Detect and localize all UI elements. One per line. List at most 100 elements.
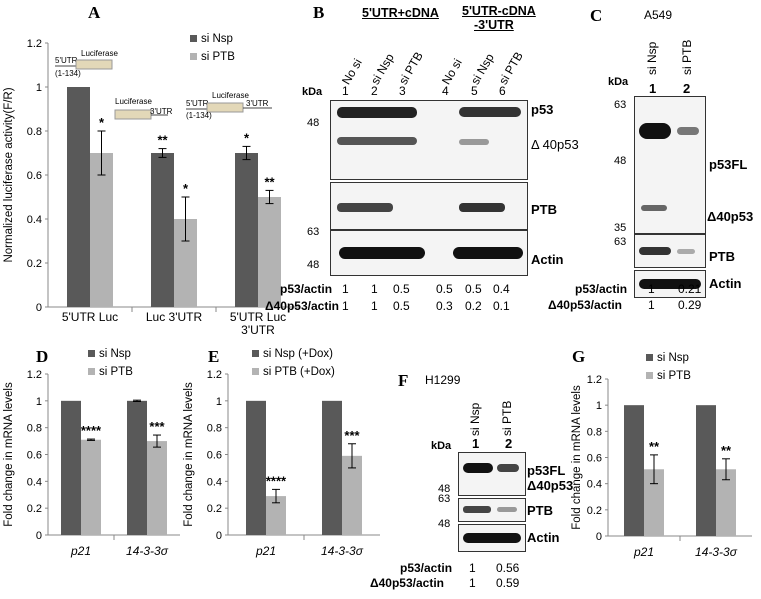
blot-c-q1-v2: 0.21 [678, 282, 702, 296]
blot-b-q1-value: 0.5 [393, 282, 410, 296]
blot-b-q2-value: 0.3 [436, 299, 453, 313]
blot-b-q2-value: 0.5 [393, 299, 410, 313]
y-tick-label: 0 [216, 530, 222, 542]
legend-swatch [88, 368, 95, 375]
blot-c-lane-si-nsp: si Nsp [645, 41, 659, 75]
legend-swatch [88, 350, 95, 357]
blot-b-lane-number: 6 [499, 84, 506, 98]
blot-f-cell-line: H1299 [425, 373, 461, 387]
blot-f-lane-si-ptb: si PTB [500, 400, 514, 436]
blot-b-lane-number: 1 [342, 84, 349, 98]
bar-si-nsp [696, 405, 716, 536]
category-label: 14-3-3σ [695, 545, 738, 559]
category-label: 14-3-3σ [126, 544, 169, 558]
bar-si-ptb [81, 439, 101, 535]
legend-swatch [252, 368, 259, 375]
construct-luciferase-label: Luciferase [115, 97, 152, 106]
y-tick-label: 0 [36, 302, 42, 314]
blot-f-actin-panel [458, 524, 526, 552]
y-tick-label: 1 [216, 396, 222, 408]
blot-b-q1-value: 0.5 [465, 282, 482, 296]
blot-c-ptb-panel [634, 234, 706, 268]
y-tick-label: 0.6 [587, 453, 602, 465]
panel-label-e: E [208, 347, 220, 366]
blot-f-q2-label: Δ40p53/actin [370, 576, 444, 590]
legend-label: si PTB [99, 366, 133, 378]
blot-c-band-ptb: PTB [709, 249, 735, 264]
category-label: p21 [255, 544, 276, 558]
bar-si-nsp [61, 400, 81, 535]
construct-3utr-label: 3'UTR [246, 99, 269, 108]
blot-c-marker-48: 48 [614, 155, 627, 167]
y-tick-label: 1 [36, 396, 42, 408]
legend-swatch [646, 372, 653, 379]
blot-b-actin-panel [330, 230, 528, 276]
bar-si-ptb [147, 441, 167, 535]
category-label: p21 [70, 544, 91, 558]
y-tick-label: 0.2 [207, 503, 222, 515]
y-tick-label: 1.2 [27, 38, 42, 50]
significance-mark: ** [157, 133, 168, 148]
category-label: 14-3-3σ [321, 544, 364, 558]
blot-b-q1-value: 0.4 [493, 282, 510, 296]
blot-f-marker-48b: 48 [438, 518, 451, 530]
construct-luciferase-box [114, 109, 152, 120]
blot-c-cell-line: A549 [644, 8, 673, 22]
chart-d-mrna: 0 0.2 0.4 0.6 0.8 1 1.2 Fold change in mRNA lev… [3, 348, 180, 558]
y-axis-label: Normalized luciferase activity(F/R) [3, 87, 15, 262]
blot-f-q2-v1: 1 [469, 576, 476, 590]
blot-b-q2-value: 1 [371, 299, 378, 313]
construct-luciferase-box [75, 59, 113, 70]
blot-f-band-ptb: PTB [527, 503, 553, 518]
legend-label: si Nsp [657, 352, 689, 364]
y-tick-label: 0.8 [27, 423, 42, 435]
y-tick-label: 0.6 [207, 450, 222, 462]
blot-b-q2-value: 1 [342, 299, 349, 313]
panel-label-a: A [88, 3, 101, 22]
blot-b-group2-line2: -3'UTR [474, 18, 514, 32]
y-tick-label: 0.4 [587, 479, 602, 491]
blot-c-kda: kDa [608, 76, 629, 88]
significance-mark: ** [721, 443, 732, 458]
blot-f-p53-panel [458, 452, 526, 496]
construct-5utr-label: 5'UTR [55, 56, 78, 65]
blot-b-lane-label: si PTB [396, 49, 426, 87]
y-tick-label: 1.2 [27, 369, 42, 381]
y-tick-label: 0.8 [27, 126, 42, 138]
y-tick-label: 1 [36, 82, 42, 94]
blot-c-p53-panel [634, 96, 706, 234]
blot-b-lane-label: si Nsp [368, 51, 397, 87]
blot-b-kda: kDa [302, 86, 323, 98]
blot-b-band-p53: p53 [531, 102, 554, 117]
significance-mark: ** [264, 174, 275, 189]
bar-si-ptb [342, 455, 362, 535]
bar-si-nsp [322, 400, 342, 535]
y-tick-label: 0 [596, 531, 602, 543]
category-label: 5'UTR Luc [230, 310, 286, 324]
blot-b-q1-value: 1 [342, 282, 349, 296]
y-tick-label: 0.4 [207, 476, 222, 488]
blot-b-lane-label: si Nsp [468, 51, 497, 87]
panel-label-g: G [572, 347, 586, 366]
blot-b-marker-48: 48 [307, 117, 320, 129]
bar-si-ptb [716, 469, 736, 536]
legend-label: si Nsp [99, 348, 131, 360]
blot-c-q2-label: Δ40p53/actin [548, 298, 622, 312]
category-label: p21 [633, 545, 654, 559]
blot-b-q2-label: Δ40p53/actin [265, 299, 339, 313]
blot-f-q1-v2: 0.56 [496, 561, 520, 575]
bar-si-ptb [90, 153, 113, 307]
blot-c-q1-label: p53/actin [575, 282, 628, 296]
blot-c-band-d40p53: Δ40p53 [707, 209, 754, 224]
panel-label-d: D [36, 347, 49, 366]
blot-b-q1-label: p53/actin [280, 282, 333, 296]
legend-label: si PTB (+Dox) [263, 366, 335, 378]
significance-mark: *** [344, 428, 360, 443]
legend-label: si PTB [201, 51, 235, 63]
blot-b-p53-panel [330, 100, 528, 180]
blot-c-band-actin: Actin [709, 276, 742, 291]
blot-f-q2-v2: 0.59 [496, 576, 520, 590]
blot-b-band-d40p53: Δ 40p53 [531, 137, 579, 152]
legend-swatch [252, 350, 259, 357]
blot-b-lane-label: No si [339, 56, 365, 87]
